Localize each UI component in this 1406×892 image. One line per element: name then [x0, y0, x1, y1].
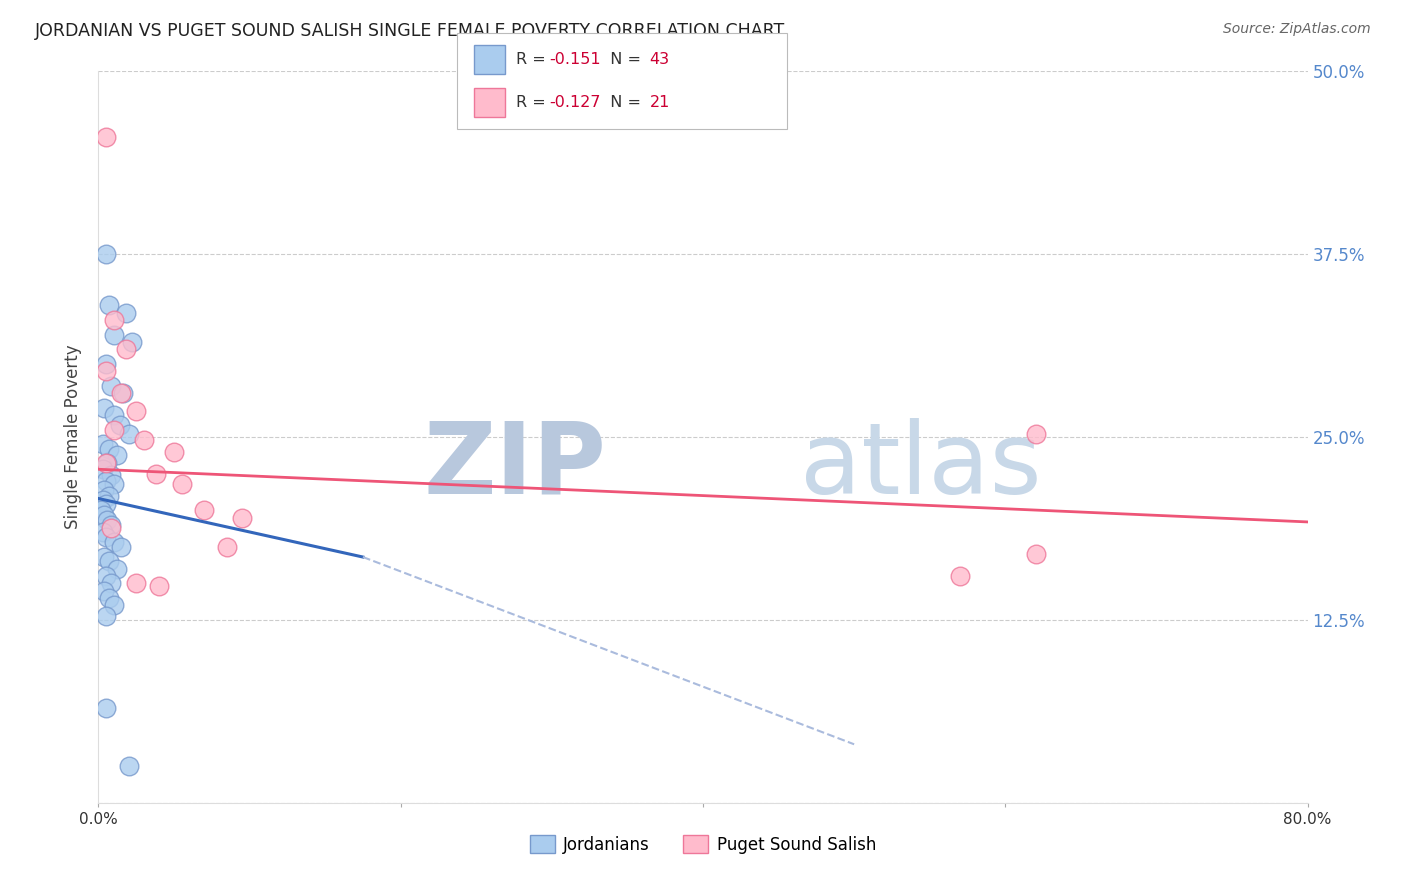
Text: atlas: atlas: [800, 417, 1042, 515]
Point: [94, 569, 117, 583]
Point: [1024, 427, 1046, 442]
Point: [145, 467, 167, 481]
Point: [110, 386, 132, 401]
Point: [103, 408, 125, 422]
Point: [103, 423, 125, 437]
Text: R =: R =: [516, 95, 551, 110]
Point: [93, 549, 115, 564]
Point: [108, 418, 131, 433]
Point: [105, 562, 128, 576]
Point: [100, 468, 122, 483]
Text: 21: 21: [650, 95, 669, 110]
Point: [231, 510, 253, 524]
Text: -0.127: -0.127: [550, 95, 602, 110]
Point: [96, 513, 118, 527]
Text: 43: 43: [650, 53, 669, 67]
Point: [125, 576, 148, 591]
Point: [91, 437, 114, 451]
Point: [114, 343, 136, 357]
Point: [132, 433, 155, 447]
Point: [94, 130, 117, 145]
Point: [91, 462, 114, 476]
Point: [103, 599, 125, 613]
Point: [90, 503, 112, 517]
Point: [94, 357, 117, 371]
Point: [94, 700, 117, 714]
Point: [96, 457, 118, 471]
Text: ZIP: ZIP: [423, 417, 606, 515]
Point: [94, 457, 117, 471]
Point: [93, 483, 115, 497]
Point: [100, 521, 122, 535]
Point: [94, 364, 117, 378]
Text: -0.151: -0.151: [550, 53, 602, 67]
Point: [215, 540, 238, 554]
Point: [110, 540, 132, 554]
Point: [949, 569, 972, 583]
Point: [193, 503, 215, 517]
Point: [103, 535, 125, 549]
Text: Source: ZipAtlas.com: Source: ZipAtlas.com: [1223, 22, 1371, 37]
Point: [163, 444, 186, 458]
Point: [94, 530, 117, 544]
Point: [148, 579, 170, 593]
Text: N =: N =: [600, 53, 647, 67]
Point: [93, 508, 115, 522]
Point: [121, 334, 143, 349]
Point: [103, 313, 125, 327]
Text: JORDANIAN VS PUGET SOUND SALISH SINGLE FEMALE POVERTY CORRELATION CHART: JORDANIAN VS PUGET SOUND SALISH SINGLE F…: [35, 22, 786, 40]
Text: R =: R =: [516, 53, 551, 67]
Point: [111, 386, 134, 401]
Point: [118, 759, 141, 773]
Point: [91, 493, 114, 508]
Point: [105, 448, 128, 462]
Point: [91, 525, 114, 540]
Point: [98, 298, 121, 312]
Point: [98, 591, 121, 605]
Point: [114, 306, 136, 320]
Point: [98, 489, 121, 503]
Point: [100, 379, 122, 393]
Point: [94, 247, 117, 261]
Point: [94, 608, 117, 623]
Legend: Jordanians, Puget Sound Salish: Jordanians, Puget Sound Salish: [523, 829, 883, 860]
Point: [98, 442, 121, 456]
Text: N =: N =: [600, 95, 647, 110]
Point: [100, 576, 122, 591]
Point: [103, 327, 125, 342]
Point: [100, 517, 122, 532]
Point: [94, 474, 117, 488]
Point: [1024, 547, 1046, 561]
Point: [98, 554, 121, 568]
Point: [93, 583, 115, 598]
Y-axis label: Single Female Poverty: Single Female Poverty: [65, 345, 83, 529]
Point: [93, 401, 115, 415]
Point: [103, 476, 125, 491]
Point: [125, 403, 148, 417]
Point: [170, 476, 193, 491]
Point: [118, 427, 141, 442]
Point: [94, 497, 117, 511]
